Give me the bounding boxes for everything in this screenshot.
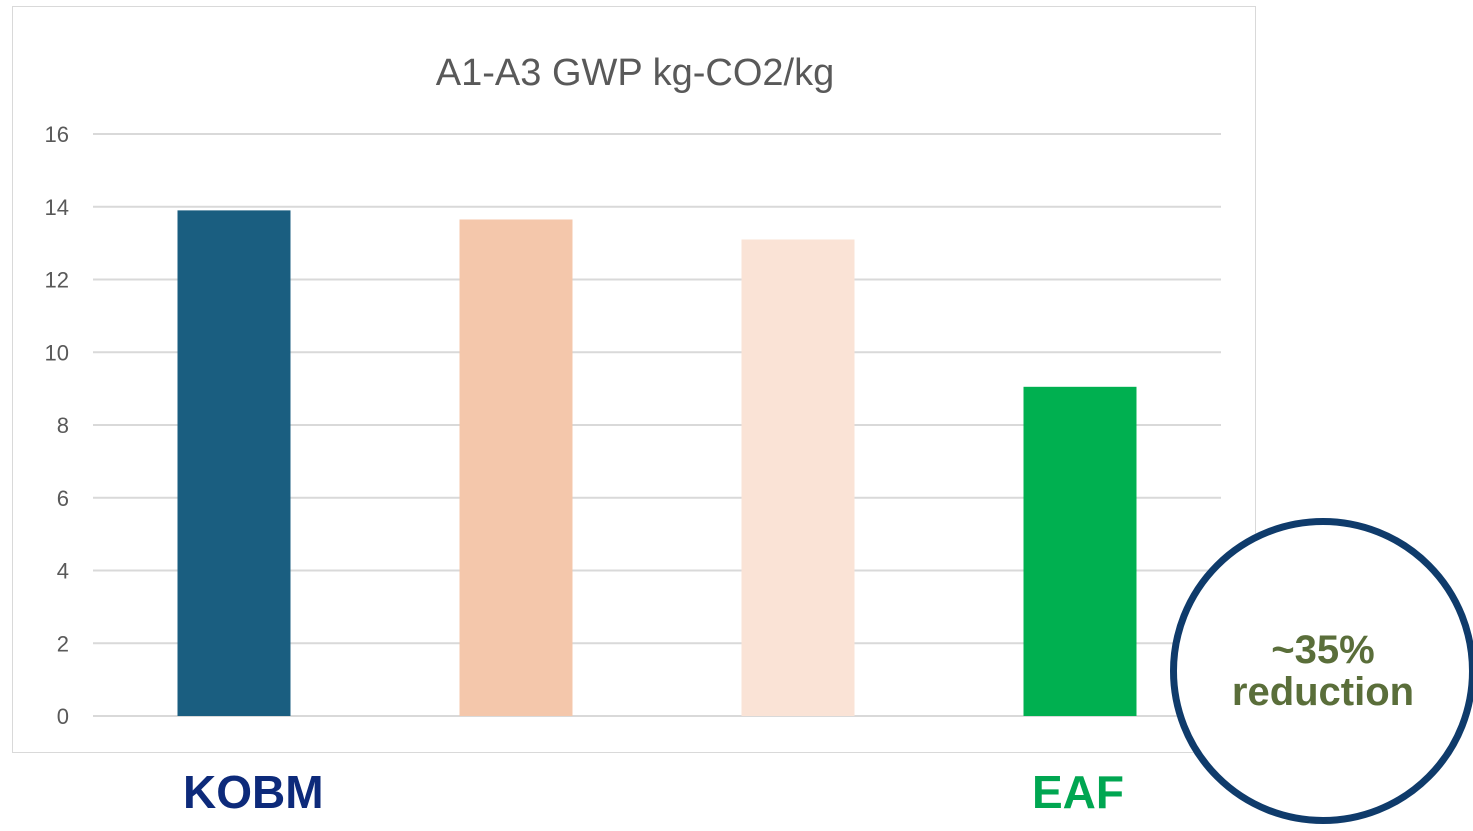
y-tick-label: 10 bbox=[45, 340, 69, 365]
bar-4 bbox=[1023, 386, 1137, 716]
reduction-callout: ~35% reduction bbox=[1170, 518, 1473, 824]
bar-2 bbox=[459, 219, 573, 716]
bars bbox=[177, 210, 1137, 717]
category-label-kobm: KOBM bbox=[183, 766, 324, 818]
y-tick-label: 14 bbox=[45, 195, 69, 220]
chart-title: A1-A3 GWP kg-CO2/kg bbox=[436, 52, 834, 94]
bar-1 bbox=[177, 210, 291, 716]
y-tick-label: 16 bbox=[45, 122, 69, 147]
y-axis-ticks: 0 2 4 6 8 10 12 14 16 bbox=[45, 122, 69, 729]
bar-chart: A1-A3 GWP kg-CO2/kg 0 2 4 6 8 10 12 14 16 bbox=[45, 52, 1221, 729]
callout-percent: ~35% bbox=[1271, 628, 1375, 672]
y-tick-label: 8 bbox=[57, 413, 69, 438]
callout-text: reduction bbox=[1231, 670, 1415, 714]
chart-frame: A1-A3 GWP kg-CO2/kg 0 2 4 6 8 10 12 14 16 bbox=[12, 6, 1256, 753]
y-tick-label: 6 bbox=[57, 486, 69, 511]
y-tick-label: 4 bbox=[57, 559, 69, 584]
y-tick-label: 12 bbox=[45, 268, 69, 293]
y-tick-label: 0 bbox=[57, 704, 69, 729]
bar-3 bbox=[741, 239, 855, 717]
y-tick-label: 2 bbox=[57, 631, 69, 656]
category-label-eaf: EAF bbox=[1032, 766, 1124, 818]
